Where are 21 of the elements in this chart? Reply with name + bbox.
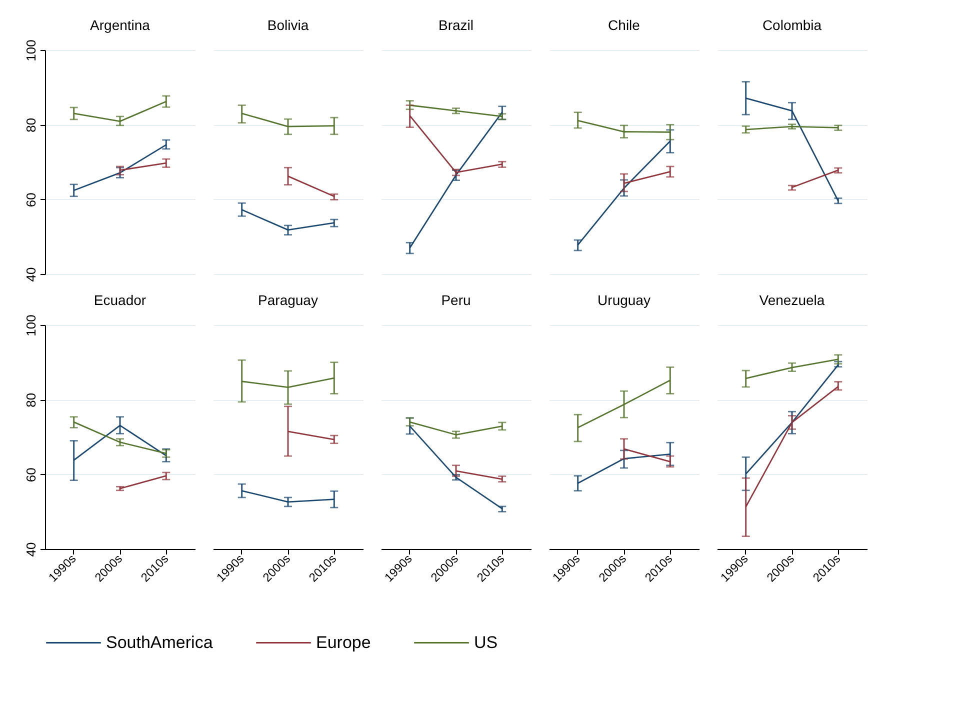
chart-title: Colombia: [762, 17, 822, 33]
y-tick-label: 40: [24, 267, 38, 282]
chart-title: Venezuela: [759, 292, 825, 308]
chart-title: Argentina: [90, 17, 150, 34]
chart-title: Ecuador: [94, 292, 146, 308]
y-tick-label: 60: [24, 468, 38, 482]
y-tick-label: 60: [24, 192, 38, 208]
y-tick-label: 40: [24, 542, 38, 557]
chart-title: Bolivia: [267, 17, 309, 33]
chart-title: Paraguay: [258, 292, 318, 308]
y-tick-label: 100: [24, 314, 38, 336]
y-tick-label: 80: [24, 392, 38, 408]
legend-label: Europe: [316, 632, 371, 652]
y-tick-label: 80: [24, 118, 38, 132]
legend-label: US: [474, 632, 498, 652]
y-tick-label: 100: [24, 40, 38, 62]
chart-title: Brazil: [438, 17, 474, 33]
chart-title: Peru: [441, 292, 471, 308]
legend-label: SouthAmerica: [106, 632, 214, 652]
chart-title: Chile: [608, 17, 640, 33]
chart-title: Uruguay: [598, 292, 650, 308]
